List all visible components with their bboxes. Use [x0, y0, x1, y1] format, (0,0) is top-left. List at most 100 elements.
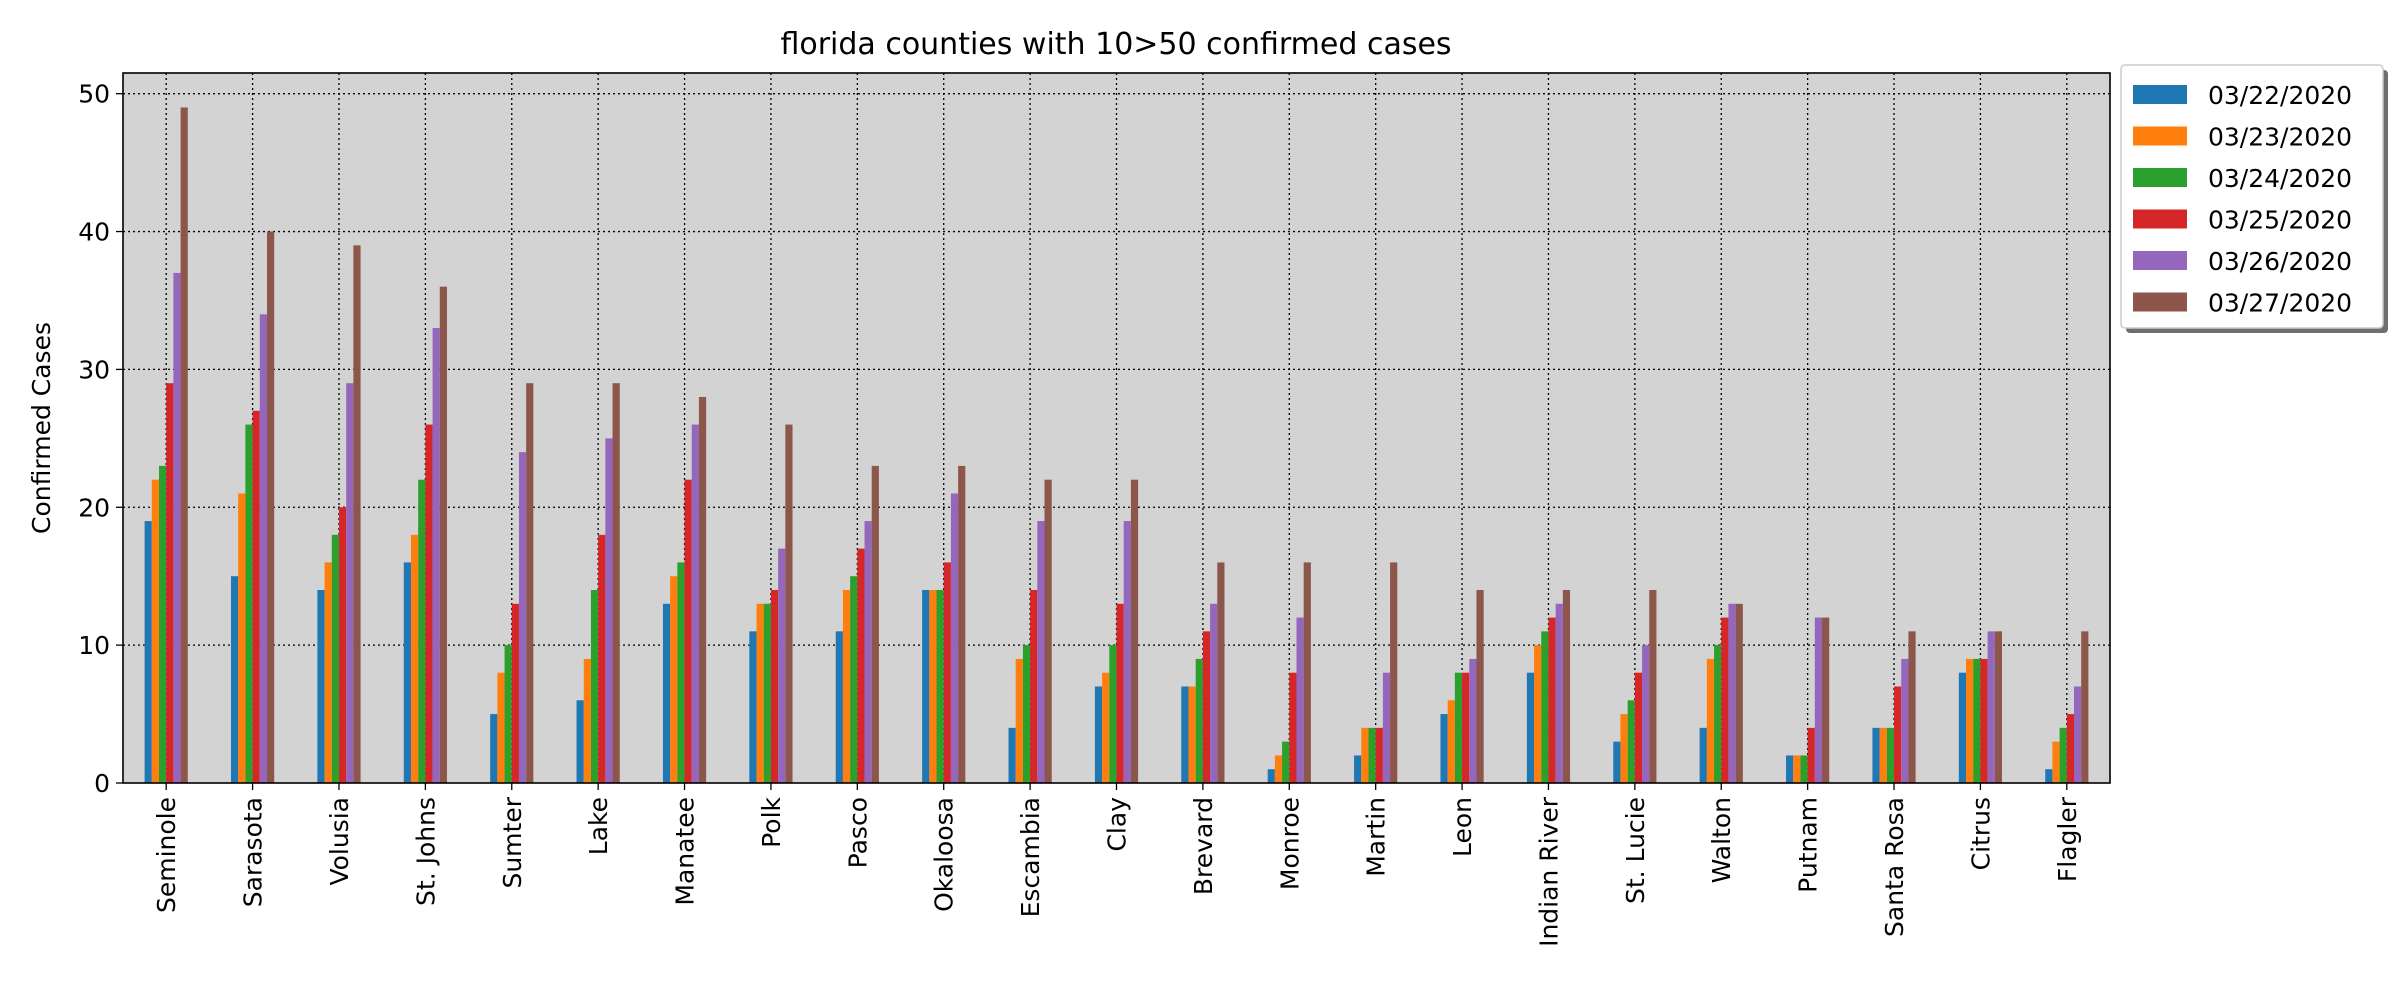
bar	[605, 438, 613, 783]
x-tick-label: Seminole	[152, 797, 181, 913]
x-tick-label: Flagler	[2053, 796, 2082, 882]
bar	[259, 314, 267, 783]
bar	[1476, 589, 1484, 783]
bar	[1562, 589, 1571, 783]
bar	[1973, 658, 1981, 783]
bar	[871, 465, 879, 783]
bar	[1908, 631, 1916, 783]
bar	[1044, 479, 1052, 783]
bar	[1735, 603, 1743, 783]
bar	[1987, 631, 1995, 783]
x-tick-label: Leon	[1448, 797, 1477, 857]
bar	[230, 576, 239, 783]
bar	[1786, 755, 1794, 783]
bar	[2074, 686, 2082, 783]
bar	[2059, 727, 2067, 783]
x-tick-label: Brevard	[1189, 797, 1218, 895]
bar	[1714, 645, 1722, 783]
y-tick-label: 20	[78, 493, 110, 522]
bar	[144, 521, 152, 783]
bar	[1814, 617, 1823, 783]
bar	[1447, 700, 1455, 783]
x-tick-label: Polk	[757, 796, 786, 847]
bar	[518, 452, 527, 783]
bar	[2066, 714, 2075, 783]
bar	[662, 603, 671, 783]
bar	[698, 396, 707, 783]
legend-label: 03/27/2020	[2208, 289, 2352, 318]
bar	[173, 272, 181, 783]
bar	[1958, 672, 1967, 783]
bar	[1541, 631, 1549, 783]
bar	[2081, 631, 2089, 783]
bar	[864, 521, 872, 783]
bar	[785, 424, 793, 783]
bar	[835, 631, 843, 783]
y-tick-label: 30	[78, 355, 110, 384]
bar	[1822, 617, 1830, 783]
bar	[1267, 769, 1275, 783]
bar	[1706, 658, 1715, 783]
bar	[770, 589, 779, 783]
bar	[1116, 603, 1124, 783]
chart-title: florida counties with 10>50 confirmed ca…	[780, 27, 1451, 62]
bar	[1800, 755, 1808, 783]
legend-swatch	[2133, 85, 2187, 104]
x-tick-label: Martin	[1362, 797, 1391, 877]
bar	[1620, 714, 1628, 783]
bar	[1966, 658, 1974, 783]
bar	[612, 383, 620, 783]
bar	[857, 548, 865, 783]
bar	[238, 493, 246, 783]
bar	[252, 410, 260, 783]
bar	[756, 603, 764, 783]
bar	[1526, 672, 1535, 783]
bar	[576, 700, 584, 783]
bar	[936, 589, 944, 783]
bar	[1102, 672, 1110, 783]
x-tick-label: Indian River	[1534, 796, 1563, 947]
bar	[1382, 672, 1391, 783]
bar	[1008, 727, 1016, 783]
bar	[1469, 658, 1477, 783]
y-tick-label: 40	[78, 218, 110, 247]
x-tick-label: Okaloosa	[930, 797, 959, 912]
bar	[922, 589, 930, 783]
y-axis: 0 10 20 30 40 50	[78, 80, 123, 798]
bar	[1440, 714, 1448, 783]
bar	[1627, 700, 1635, 783]
bar	[583, 658, 591, 783]
bar	[497, 672, 505, 783]
bar	[1642, 645, 1650, 783]
bar	[1354, 755, 1362, 783]
bar	[2052, 741, 2060, 783]
bar	[1030, 589, 1038, 783]
bar	[1022, 645, 1031, 783]
bars	[144, 107, 2089, 784]
bar	[1296, 617, 1304, 783]
bar	[1534, 645, 1542, 783]
bar	[403, 562, 411, 783]
bar	[418, 479, 426, 783]
bar	[598, 534, 606, 783]
bar	[1462, 672, 1470, 783]
bar	[490, 714, 498, 783]
bar	[2045, 769, 2053, 783]
bar	[1282, 741, 1290, 783]
bar	[1879, 727, 1887, 783]
bar	[432, 328, 440, 783]
bar	[1901, 658, 1909, 783]
x-tick-label: Pasco	[843, 797, 872, 868]
bar	[266, 231, 275, 783]
bar	[245, 424, 253, 783]
bar	[1274, 755, 1283, 783]
bar	[439, 286, 447, 783]
legend-label: 03/22/2020	[2208, 81, 2352, 110]
legend-label: 03/25/2020	[2208, 206, 2352, 235]
bar	[670, 576, 678, 783]
bar	[166, 383, 174, 783]
legend-swatch	[2133, 292, 2187, 312]
bar	[1037, 521, 1045, 783]
y-axis-label: Confirmed Cases	[27, 322, 56, 534]
